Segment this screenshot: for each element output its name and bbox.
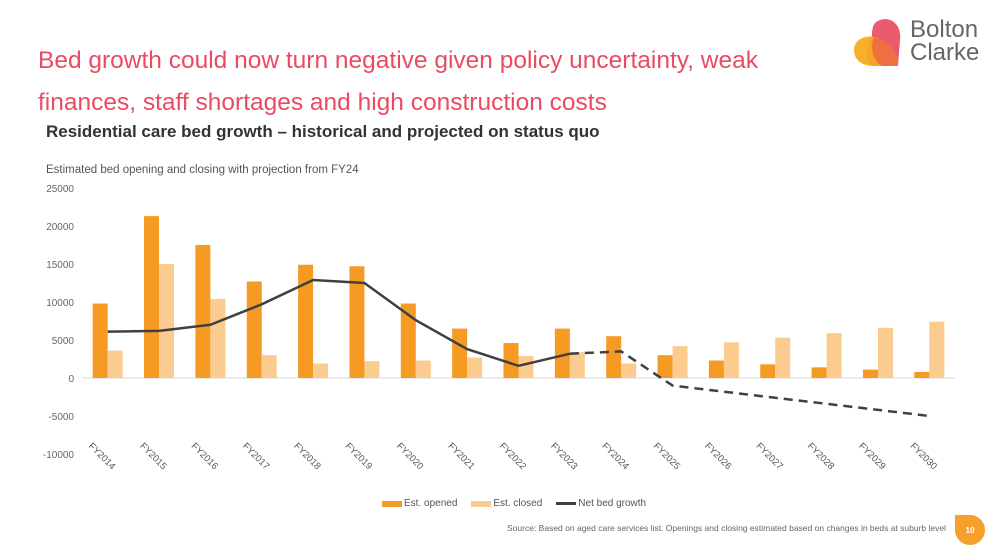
x-tick-label: FY2017	[240, 441, 271, 472]
logo-text: Bolton Clarke	[910, 16, 980, 66]
x-tick-label: FY2019	[343, 441, 374, 472]
bar-closed	[621, 363, 637, 378]
bar-closed	[364, 361, 380, 378]
bar-opened	[708, 360, 724, 378]
bar-closed	[107, 350, 123, 378]
heart-logo-icon	[854, 19, 901, 66]
y-tick-label: 25000	[46, 184, 74, 195]
bar-closed	[672, 346, 688, 378]
bar-opened	[554, 328, 570, 378]
legend-net: Net bed growth	[556, 498, 646, 509]
bar-opened	[92, 303, 108, 378]
x-tick-label: FY2028	[805, 441, 836, 472]
bar-opened	[144, 216, 160, 378]
x-tick-label: FY2020	[394, 441, 425, 472]
bar-closed	[569, 352, 585, 378]
bar-closed	[775, 337, 791, 378]
x-tick-label: FY2029	[856, 441, 887, 472]
y-tick-label: 20000	[46, 222, 74, 233]
bar-opened	[914, 371, 930, 378]
bar-closed	[518, 355, 534, 378]
bolton-clarke-logo: Bolton Clarke	[852, 16, 992, 72]
bar-opened	[298, 264, 314, 378]
bar-closed	[313, 363, 329, 378]
x-tick-label: FY2024	[600, 441, 631, 472]
bar-opened	[246, 281, 262, 378]
x-tick-label: FY2026	[702, 441, 733, 472]
bar-opened	[657, 355, 673, 378]
logo-text-line1: Bolton	[910, 16, 979, 43]
y-tick-label: 5000	[52, 336, 75, 347]
bar-opened	[606, 336, 622, 378]
x-tick-label: FY2014	[86, 441, 117, 472]
bed-growth-chart: -10000 -5000 0 5000 10000 15000 20000 25000 FY20…	[43, 184, 955, 472]
x-tick-label: FY2015	[137, 441, 168, 472]
net-growth-line-projected	[569, 350, 930, 418]
x-tick-label: FY2016	[189, 441, 220, 472]
bar-opened	[400, 303, 416, 378]
bar-closed	[261, 355, 277, 378]
slide-headline: Bed growth could now turn negative given…	[38, 47, 758, 116]
x-tick-label: FY2023	[548, 441, 579, 472]
logo-text-line2: Clarke	[910, 39, 980, 66]
y-tick-label: 10000	[46, 298, 74, 309]
x-tick-label: FY2021	[445, 441, 476, 472]
bar-opened	[452, 328, 468, 378]
x-tick-label: FY2030	[908, 441, 939, 472]
bar-closed	[877, 327, 893, 378]
net-growth-line-historical	[107, 278, 571, 368]
y-tick-label: 0	[68, 374, 74, 385]
bar-closed	[415, 360, 431, 378]
y-tick-label: 15000	[46, 260, 74, 271]
bar-opened	[811, 367, 827, 378]
bar-opened	[760, 364, 776, 378]
y-tick-label: -5000	[48, 412, 74, 423]
x-tick-label: FY2027	[754, 441, 785, 472]
bar-closed	[723, 342, 739, 378]
page-number: 10	[955, 515, 985, 545]
bar-closed	[159, 264, 175, 378]
bar-opened	[195, 245, 211, 378]
bar-closed	[826, 333, 842, 378]
x-tick-label: FY2018	[291, 441, 322, 472]
x-tick-label: FY2025	[651, 441, 682, 472]
chart-legend: Est. opened Est. closed Net bed growth	[382, 498, 646, 509]
chart-title: Estimated bed opening and closing with p…	[46, 164, 359, 176]
legend-closed: Est. closed	[471, 498, 542, 509]
bar-closed	[467, 357, 483, 378]
bar-closed	[210, 298, 226, 378]
bar-opened	[503, 343, 519, 378]
x-tick-label: FY2022	[497, 441, 528, 472]
bar-opened	[349, 266, 365, 378]
legend-opened: Est. opened	[382, 498, 457, 509]
bar-opened	[862, 369, 878, 378]
source-note: Source: Based on aged care services list…	[507, 523, 946, 533]
y-tick-label: -10000	[43, 450, 75, 461]
bar-closed	[929, 321, 945, 378]
chart-heading: Residential care bed growth – historical…	[46, 122, 600, 141]
